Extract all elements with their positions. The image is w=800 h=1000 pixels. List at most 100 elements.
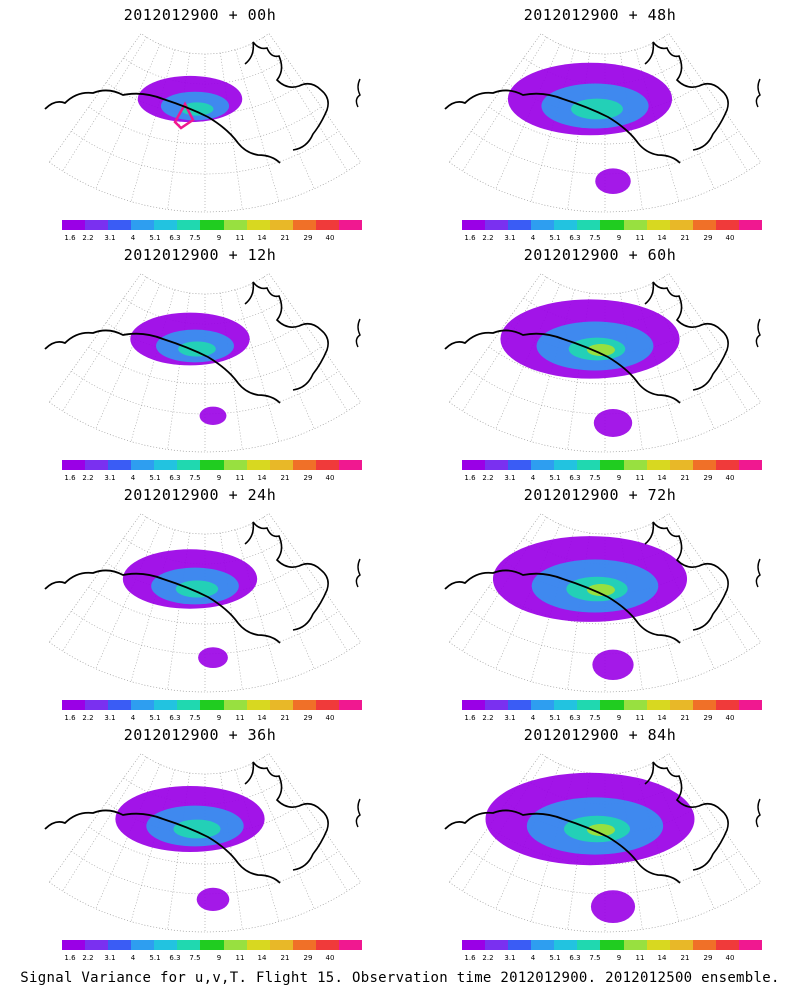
map-panel-72h: 2012012900 + 72h 1.6 2.2 3.1 4 5.1 6.3 7.5 9 11 14… <box>400 480 800 722</box>
latitude-line <box>488 106 722 145</box>
colorbar-tick-label: 7.5 <box>189 954 201 962</box>
meridian-line <box>167 52 190 210</box>
colorbar-swatch <box>246 220 270 230</box>
colorbar-tick-label: 7.5 <box>589 714 601 722</box>
colorbar-tick-label: 2.2 <box>82 234 94 242</box>
colorbar-tick-label: 40 <box>325 234 335 242</box>
map-panel-84h: 2012012900 + 84h 1.6 2.2 3.1 4 5.1 6.3 7.5 9 11 14… <box>400 720 800 962</box>
meridian-line <box>130 289 175 442</box>
colorbar-swatch <box>669 940 693 950</box>
colorbar-tick-label: 29 <box>703 474 713 482</box>
colorbar-swatch <box>315 460 339 470</box>
colorbar-swatch <box>646 220 670 230</box>
coastline <box>755 798 761 828</box>
colorbar-swatch <box>177 700 201 710</box>
colorbar-swatch <box>338 700 363 710</box>
coastline <box>755 558 761 588</box>
colorbar-tick-label: 9 <box>616 474 622 482</box>
coastline <box>244 761 329 871</box>
map-panel-0h: 2012012900 + 00h 1.6 2.2 3.1 4 5.1 6.3 7.5 9 11 14… <box>0 0 400 242</box>
colorbar-tick-label: 7.5 <box>589 234 601 242</box>
colorbar-tick-label: 5.1 <box>549 954 561 962</box>
polar-map <box>44 753 362 933</box>
colorbar-swatch <box>292 220 316 230</box>
panel-title: 2012012900 + 24h <box>123 486 277 504</box>
colorbar-swatch <box>462 460 486 470</box>
colorbar-swatch <box>508 460 532 470</box>
colorbar-swatch <box>154 460 178 470</box>
colorbar-tick-label: 9 <box>616 954 622 962</box>
colorbar-labels: 1.6 2.2 3.1 4 5.1 6.3 7.5 9 11 14 21 29 40 <box>448 234 768 244</box>
colorbar-swatch <box>200 700 224 710</box>
map-panel-36h: 2012012900 + 36h 1.6 2.2 3.1 4 5.1 6.3 7.5 9 11 14… <box>0 720 400 962</box>
latitude-line <box>471 370 739 415</box>
colorbar-swatch <box>62 940 86 950</box>
colorbar-tick-label: 4 <box>530 954 536 962</box>
colorbar-swatch <box>623 700 647 710</box>
colorbar-tick-label: 3.1 <box>104 714 116 722</box>
colorbar-swatch <box>200 460 224 470</box>
colorbar-tick-label: 21 <box>280 234 290 242</box>
colorbar-swatch <box>131 940 155 950</box>
colorbar-swatch <box>669 460 693 470</box>
colorbar-tick-label: 11 <box>235 474 245 482</box>
colorbar-tick-label: 6.3 <box>169 954 181 962</box>
colorbar-swatch <box>646 700 670 710</box>
colorbar-tick-label: 7.5 <box>589 474 601 482</box>
colorbar-tick-label: 3.1 <box>504 234 516 242</box>
colorbar-tick-label: 11 <box>635 714 645 722</box>
colorbar-tick-label: 5.1 <box>549 714 561 722</box>
coastline <box>644 521 729 631</box>
colorbar-tick-label: 9 <box>616 234 622 242</box>
colorbar-swatch <box>508 940 532 950</box>
panel-title: 2012012900 + 48h <box>523 6 677 24</box>
colorbar-swatch <box>246 940 270 950</box>
colorbar-swatch <box>577 460 601 470</box>
coastline <box>355 78 361 108</box>
colorbar-tick-label: 3.1 <box>104 954 116 962</box>
colorbar-tick-label: 1.6 <box>464 234 476 242</box>
colorbar-tick-label: 3.1 <box>504 474 516 482</box>
polar-map <box>44 513 362 693</box>
colorbar-tick-label: 40 <box>725 234 735 242</box>
colorbar-tick-label: 1.6 <box>64 234 76 242</box>
colorbar-swatch <box>154 220 178 230</box>
latitude-line <box>71 130 339 175</box>
colorbar-swatch <box>154 700 178 710</box>
variance-shading <box>590 890 636 923</box>
colorbar-swatch <box>485 700 509 710</box>
colorbar-swatch <box>669 700 693 710</box>
colorbar-tick-label: 14 <box>657 474 667 482</box>
colorbar-tick-label: 40 <box>725 714 735 722</box>
meridian-line <box>220 532 243 690</box>
colorbar-labels: 1.6 2.2 3.1 4 5.1 6.3 7.5 9 11 14 21 29 40 <box>48 954 368 964</box>
coastline <box>355 558 361 588</box>
colorbar-tick-label: 11 <box>235 714 245 722</box>
colorbar-labels: 1.6 2.2 3.1 4 5.1 6.3 7.5 9 11 14 21 29 40 <box>48 474 368 484</box>
colorbar-swatch <box>223 220 247 230</box>
coastline <box>444 569 681 644</box>
colorbar-swatch <box>223 700 247 710</box>
colorbar-swatch <box>600 220 624 230</box>
colorbar-tick-label: 14 <box>257 474 267 482</box>
colorbar-swatch <box>485 460 509 470</box>
colorbar-tick-label: 6.3 <box>169 234 181 242</box>
colorbar-swatch <box>177 460 201 470</box>
meridian-line <box>220 772 243 930</box>
colorbar-tick-label: 29 <box>703 714 713 722</box>
colorbar-swatch <box>85 460 109 470</box>
meridian-line <box>235 529 280 682</box>
colorbar-tick-label: 3.1 <box>104 234 116 242</box>
meridian-line <box>620 52 643 210</box>
colorbar-tick-label: 5.1 <box>149 474 161 482</box>
coastline <box>44 809 281 884</box>
latitude-line <box>123 777 287 805</box>
colorbar-tick-label: 40 <box>325 954 335 962</box>
colorbar-swatch <box>554 700 578 710</box>
meridian-line <box>235 49 280 202</box>
colorbar-tick-label: 4 <box>530 474 536 482</box>
colorbar-swatch <box>715 700 739 710</box>
colorbar-swatch <box>600 940 624 950</box>
meridian-line <box>220 52 243 210</box>
colorbar <box>62 940 363 950</box>
